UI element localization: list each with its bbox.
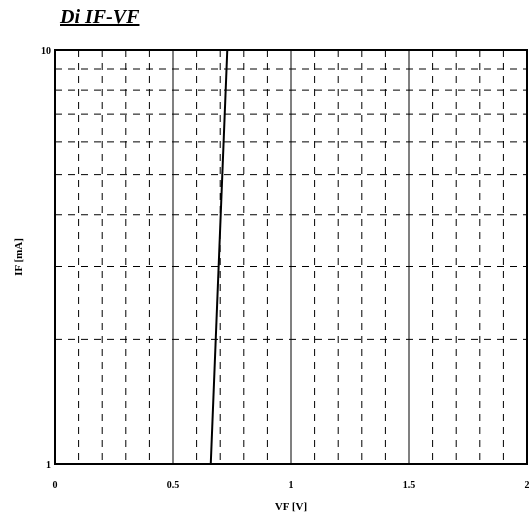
x-tick-label: 0.5 xyxy=(167,480,180,491)
plot-frame xyxy=(54,49,528,465)
y-axis-title: IF [mA] xyxy=(13,238,25,276)
x-tick-label: 0 xyxy=(53,480,58,491)
x-axis-title: VF [V] xyxy=(275,501,307,513)
x-tick-labels: 0 0.5 1 1.5 2 xyxy=(53,480,529,491)
major-grid xyxy=(172,50,410,464)
y-tick-labels: 1 10 xyxy=(41,46,51,471)
series-layer xyxy=(209,49,229,465)
y-tick-label: 1 xyxy=(46,460,51,471)
chart-title: Di IF-VF xyxy=(60,6,140,28)
x-tick-label: 2 xyxy=(525,480,529,491)
x-tick-label: 1.5 xyxy=(403,480,416,491)
series-line-0 xyxy=(209,49,229,465)
x-tick-label: 1 xyxy=(289,480,294,491)
y-tick-label: 10 xyxy=(41,46,51,57)
